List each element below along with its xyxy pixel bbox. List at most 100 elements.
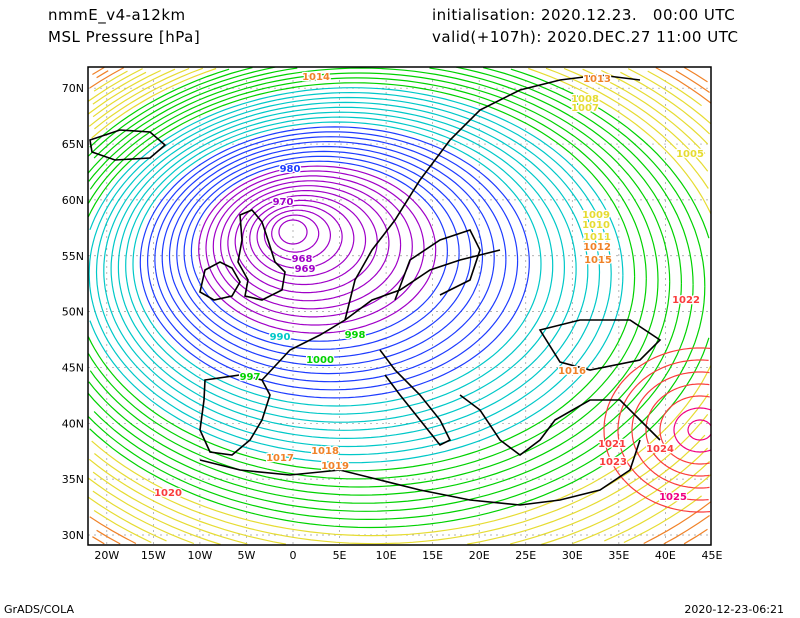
isobar bbox=[103, 101, 589, 440]
isobar-label: 968 bbox=[292, 254, 313, 265]
lon-tick-label: 20E bbox=[469, 549, 490, 562]
isobar bbox=[627, 68, 711, 125]
isobar bbox=[601, 69, 709, 145]
isobar-label: 1021 bbox=[598, 439, 626, 450]
isobar bbox=[219, 180, 402, 310]
lon-tick-label: 35E bbox=[608, 549, 629, 562]
isobar bbox=[620, 71, 711, 135]
lon-tick-label: 40E bbox=[655, 549, 676, 562]
isobar bbox=[190, 160, 448, 342]
isobar bbox=[88, 276, 636, 472]
isobar bbox=[510, 68, 710, 239]
isobar bbox=[645, 383, 710, 477]
isobar bbox=[92, 471, 248, 545]
isobar bbox=[647, 70, 702, 107]
isobar bbox=[88, 67, 253, 157]
isobar-label: 1025 bbox=[659, 492, 687, 503]
isobar bbox=[92, 68, 176, 118]
isobar bbox=[93, 509, 152, 544]
lat-tick-label: 45N bbox=[62, 361, 84, 374]
isobar bbox=[92, 71, 147, 105]
lat-tick-label: 35N bbox=[62, 473, 84, 486]
isobar bbox=[227, 185, 390, 302]
isobar bbox=[146, 131, 519, 391]
isobar bbox=[94, 67, 204, 130]
isobar-label: 1009 bbox=[582, 210, 610, 221]
isobar bbox=[234, 190, 378, 294]
isobar bbox=[88, 67, 190, 127]
isobar-label: 1018 bbox=[311, 446, 339, 457]
isobar bbox=[256, 204, 343, 269]
isobar-label: 1017 bbox=[266, 453, 294, 464]
lon-tick-label: 15E bbox=[422, 549, 443, 562]
lat-tick-label: 70N bbox=[62, 82, 84, 95]
isobar-label: 969 bbox=[295, 264, 316, 275]
isobar-layer bbox=[88, 67, 711, 545]
isobar bbox=[88, 91, 612, 456]
isobar bbox=[88, 496, 167, 542]
lon-tick-label: 5E bbox=[333, 549, 347, 562]
isobar bbox=[563, 67, 709, 172]
lon-tick-label: 30E bbox=[562, 549, 583, 562]
isobar bbox=[604, 474, 711, 542]
valid-time: valid(+107h): 2020.DEC.27 11:00 UTC bbox=[432, 28, 739, 46]
isobar bbox=[659, 395, 710, 465]
isobar bbox=[89, 337, 710, 529]
isobar-label: 1011 bbox=[583, 232, 611, 243]
isobar-label: 1000 bbox=[306, 355, 334, 366]
isobar-label: 1015 bbox=[584, 255, 612, 266]
isobar bbox=[643, 501, 711, 545]
isobar bbox=[88, 286, 706, 521]
coastline-layer bbox=[89, 74, 662, 506]
render-timestamp: 2020-12-23-06:21 bbox=[684, 603, 784, 616]
isobar-label: 1013 bbox=[583, 74, 611, 85]
lat-tick-label: 60N bbox=[62, 194, 84, 207]
isobar bbox=[603, 347, 711, 513]
isobar bbox=[528, 67, 711, 214]
axis-ticks: 20W 15W 10W 5W 0 5E 10E 15E 20E 25E 30E 35E 40E 45E 70… bbox=[62, 82, 723, 562]
isobar-label: 1022 bbox=[672, 295, 700, 306]
lon-tick-label: 10E bbox=[376, 549, 397, 562]
isobar bbox=[88, 67, 671, 282]
lat-tick-label: 30N bbox=[62, 529, 84, 542]
isobar-label: 1012 bbox=[583, 242, 611, 253]
isobar bbox=[545, 67, 709, 189]
isobar bbox=[455, 67, 694, 285]
isobar-label: 1007 bbox=[571, 103, 599, 114]
map-frame bbox=[87, 66, 712, 546]
lon-tick-label: 20W bbox=[94, 549, 119, 562]
isobar bbox=[96, 70, 109, 79]
isobar bbox=[582, 68, 706, 155]
isobar-label: 980 bbox=[280, 164, 301, 175]
isobar bbox=[168, 145, 484, 367]
lon-tick-label: 45E bbox=[701, 549, 722, 562]
isobar bbox=[88, 67, 298, 174]
isobar bbox=[89, 87, 624, 276]
isobar bbox=[88, 281, 671, 496]
isobar bbox=[176, 150, 472, 359]
isobar bbox=[93, 70, 128, 92]
isobar bbox=[89, 516, 137, 545]
isobar bbox=[88, 69, 161, 115]
isobar bbox=[429, 67, 682, 284]
isobar bbox=[95, 96, 601, 448]
isobar bbox=[89, 72, 659, 281]
model-name: nmmE_v4-a12km bbox=[48, 6, 186, 24]
lon-tick-label: 15W bbox=[141, 549, 166, 562]
isobar bbox=[249, 199, 355, 277]
initialisation-time: initialisation: 2020.12.23. 00:00 UTC bbox=[432, 6, 736, 24]
isobar-label: 1008 bbox=[571, 94, 599, 105]
isobar bbox=[687, 419, 711, 441]
isobar bbox=[89, 68, 230, 148]
isobar bbox=[89, 275, 624, 464]
isobar bbox=[663, 515, 710, 545]
isobar bbox=[93, 284, 694, 512]
isobar bbox=[683, 67, 708, 83]
isobar bbox=[675, 70, 710, 93]
isobar-label: 1010 bbox=[582, 220, 610, 231]
field-name: MSL Pressure [hPa] bbox=[48, 28, 201, 46]
isobar bbox=[96, 529, 121, 545]
isobar bbox=[94, 393, 709, 545]
isobar bbox=[89, 67, 125, 89]
